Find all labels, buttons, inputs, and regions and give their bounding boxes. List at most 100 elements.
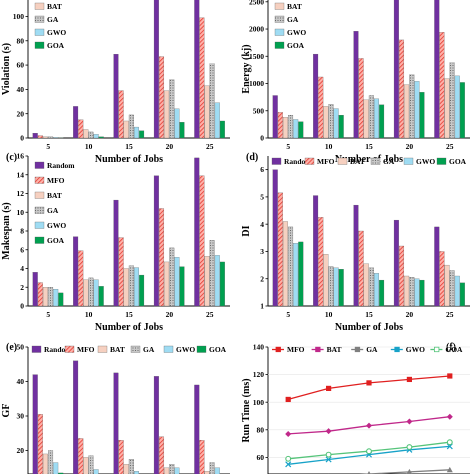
point-ga-15 (367, 470, 371, 474)
legend-label-gwo: GWO (287, 28, 306, 37)
bar-goa-5 (58, 472, 64, 474)
bar-random-5 (272, 169, 278, 307)
x-tick-label: 20 (406, 310, 414, 319)
legend-swatch-gwo (163, 345, 174, 353)
bar-random-5 (32, 272, 38, 307)
x-tick-label: 20 (166, 142, 174, 151)
legend-swatch-gwo (34, 28, 45, 36)
point-mfo-20 (406, 376, 412, 383)
bar-goa-5 (298, 241, 304, 307)
bar-gwo-10 (333, 267, 339, 307)
bar-bat-20 (404, 84, 410, 139)
bar-random-5 (32, 133, 38, 139)
y-tick-label: 20 (17, 446, 25, 455)
bar-mfo-15 (118, 90, 124, 139)
bar-gwo-10 (93, 279, 99, 307)
point-goa-20 (406, 444, 413, 450)
legend-swatch-goa (436, 157, 447, 165)
x-tick-label: 10 (325, 310, 333, 319)
bar-random-15 (113, 199, 119, 307)
point-mfo-15 (366, 380, 372, 386)
y-tick-label: 30 (17, 412, 25, 421)
bar-random-15 (113, 372, 119, 474)
x-tick-label: 20 (166, 310, 174, 319)
bar-bat-5 (282, 221, 288, 307)
bar-bat-10 (83, 279, 89, 307)
y-axis-title: Violation (s) (1, 43, 12, 95)
legend-swatch-gwo (34, 221, 45, 229)
point-goa-10 (325, 451, 332, 458)
y-axis-title: Makespan (s) (1, 202, 12, 260)
legend-swatch-bat (34, 2, 45, 10)
bar-mfo-20 (159, 208, 165, 307)
bar-gwo-20 (414, 278, 420, 307)
x-axis-title: Number of Jobs (335, 322, 403, 333)
bar-random-25 (194, 0, 200, 139)
bar-bat-5 (42, 136, 48, 139)
bar-bat-10 (323, 254, 329, 307)
bar-ga-20 (169, 247, 175, 307)
bar-goa-5 (58, 292, 64, 307)
point-mfo-10 (326, 385, 332, 391)
bar-goa-15 (379, 104, 385, 139)
x-tick-label: 25 (446, 142, 454, 151)
point-bat-10 (325, 428, 332, 435)
bar-random-10 (73, 106, 79, 139)
bar-gwo-25 (454, 275, 460, 307)
bar-ga-25 (449, 270, 455, 307)
bar-goa-20 (179, 266, 185, 307)
y-axis-title: DI (241, 225, 252, 236)
bar-goa-10 (338, 269, 344, 307)
bar-goa-15 (379, 279, 385, 307)
bar-ga-15 (128, 265, 134, 307)
legend-d: Random MFO BAT GA GWO GOA (271, 157, 467, 166)
legend-label-gwo: GWO (47, 28, 66, 37)
bar-random-5 (272, 95, 278, 139)
point-mfo-25 (447, 373, 453, 379)
legend-label-goa: GOA (445, 345, 463, 354)
bar-ga-15 (368, 95, 374, 139)
legend-label-mfo: MFO (47, 176, 65, 185)
bar-mfo-25 (439, 32, 445, 139)
legend-swatch-mfo (34, 176, 45, 184)
bar-bat-20 (164, 467, 170, 474)
legend-swatch-bat (274, 2, 285, 10)
x-axis-title: Number of Jobs (95, 154, 163, 165)
legend-label-bat: BAT (47, 191, 62, 200)
x-tick-label: 15 (365, 142, 373, 151)
y-tick-label: 80 (17, 36, 25, 45)
bar-random-25 (194, 384, 200, 474)
legend-swatch-bat (34, 191, 45, 199)
bar-random-15 (353, 204, 359, 307)
y-tick-label: 14 (17, 170, 25, 179)
bar-gwo-20 (174, 108, 180, 139)
bar-ga-25 (209, 462, 215, 474)
point-gwo-5 (285, 461, 292, 468)
y-tick-label: 4 (260, 220, 264, 229)
bar-bat-10 (323, 106, 329, 139)
legend-label-ga: GA (383, 157, 395, 166)
x-tick-label: 15 (125, 310, 133, 319)
bar-bat-25 (204, 256, 210, 307)
bar-random-10 (313, 53, 319, 139)
legend-label-bat: BAT (327, 345, 342, 354)
y-tick-label: 60 (17, 61, 25, 70)
x-axis-title: Number of Jobs (95, 322, 163, 333)
x-axis-title: Number of Jobs (335, 154, 403, 165)
panel-a: 0 20 40 60 80 100 5 10 15 20 25 Number of Jobs Viola… (1, 0, 230, 165)
bar-bat-15 (123, 120, 129, 139)
legend-swatch-random (271, 157, 282, 165)
y-axis-title: Run Time (ms) (241, 378, 252, 442)
y-tick-label: 60 (257, 453, 265, 462)
bar-goa-25 (459, 282, 465, 307)
legend-swatch-ga (274, 15, 285, 23)
legend-label-random: Random (44, 345, 72, 354)
panel-f: 60 80 100 120 140 Run Time (ms) (f) MFO BAT GA GWO… (241, 342, 470, 474)
bar-goa-25 (219, 261, 225, 307)
bar-random-10 (313, 195, 319, 307)
bar-ga-15 (128, 114, 134, 139)
legend-swatch-gwo (274, 28, 285, 36)
bar-random-10 (73, 360, 79, 474)
bar-goa-10 (98, 136, 104, 139)
